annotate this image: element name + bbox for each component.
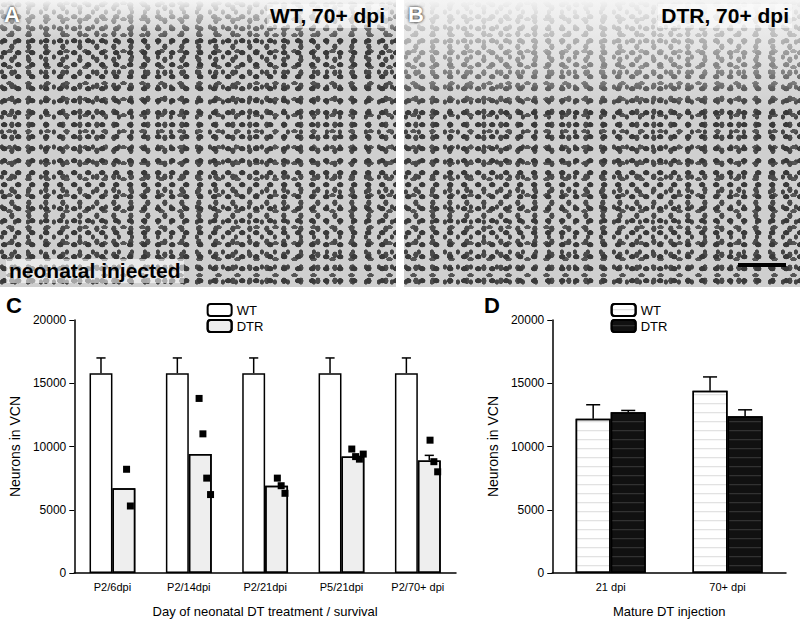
svg-text:P2/21dpi: P2/21dpi <box>243 581 286 593</box>
svg-text:D: D <box>484 293 500 318</box>
html-text:A: A <box>4 2 20 27</box>
html-text:B: B <box>408 2 424 27</box>
svg-text:5000: 5000 <box>518 503 545 517</box>
svg-text:20000: 20000 <box>33 313 67 327</box>
svg-text:Mature DT injection: Mature DT injection <box>613 604 725 619</box>
html-text:DTR, 70+ dpi: DTR, 70+ dpi <box>661 4 789 27</box>
svg-text:DTR: DTR <box>237 319 264 334</box>
svg-text:0: 0 <box>60 566 67 580</box>
html-text:WT, 70+ dpi: WT, 70+ dpi <box>270 4 385 27</box>
html-text:neonatal injected: neonatal injected <box>9 259 181 282</box>
svg-text:Neurons in VCN: Neurons in VCN <box>485 396 501 497</box>
svg-text:P2/70+ dpi: P2/70+ dpi <box>391 581 444 593</box>
svg-text:5000: 5000 <box>40 503 67 517</box>
svg-text:20000: 20000 <box>511 313 545 327</box>
svg-text:10000: 10000 <box>511 440 545 454</box>
svg-text:0: 0 <box>538 566 545 580</box>
svg-text:P5/21dpi: P5/21dpi <box>320 581 363 593</box>
svg-text:70+ dpi: 70+ dpi <box>709 581 745 593</box>
svg-text:DTR: DTR <box>641 319 668 334</box>
svg-text:Neurons in VCN: Neurons in VCN <box>7 396 23 497</box>
svg-text:10000: 10000 <box>33 440 67 454</box>
svg-text:WT: WT <box>237 303 257 318</box>
svg-text:P2/6dpi: P2/6dpi <box>94 581 131 593</box>
svg-text:15000: 15000 <box>511 376 545 390</box>
svg-text:Day of neonatal DT treatment /: Day of neonatal DT treatment / survival <box>153 604 378 619</box>
svg-text:21 dpi: 21 dpi <box>596 581 626 593</box>
svg-text:15000: 15000 <box>33 376 67 390</box>
svg-text:WT: WT <box>641 303 661 318</box>
svg-text:C: C <box>6 293 22 318</box>
svg-text:P2/14dpi: P2/14dpi <box>167 581 210 593</box>
